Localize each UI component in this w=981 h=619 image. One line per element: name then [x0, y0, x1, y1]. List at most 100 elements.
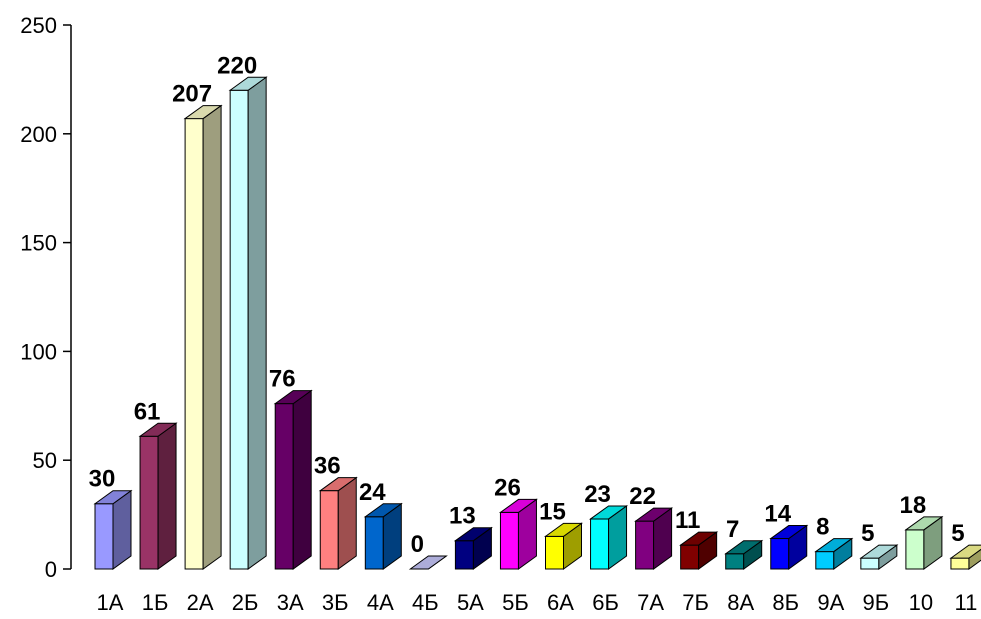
- data-label: 23: [584, 481, 611, 508]
- bar-3А: [273, 389, 313, 570]
- x-tick-label: 4Б: [412, 590, 439, 614]
- bar-11: [949, 544, 981, 570]
- bar-top: [93, 490, 133, 505]
- data-label: 0: [411, 531, 424, 558]
- data-label: 7: [726, 516, 739, 543]
- bar-front: [590, 518, 610, 570]
- x-tick-label: 5А: [457, 590, 484, 614]
- x-tick-label: 3А: [277, 590, 304, 614]
- bar-2А: [183, 104, 223, 570]
- bar-2Б: [228, 76, 268, 570]
- bar-side: [247, 76, 267, 570]
- bar-4А: [363, 502, 403, 570]
- bar-top: [543, 522, 584, 537]
- bar-1Б: [138, 422, 178, 570]
- data-label: 61: [134, 398, 161, 425]
- bar-10: [904, 515, 944, 570]
- x-tick-label: 3Б: [322, 590, 349, 614]
- bar-6Б: [589, 504, 629, 570]
- y-tick-label: 200: [20, 122, 57, 147]
- bar-front: [635, 520, 655, 570]
- data-label: 24: [359, 479, 386, 506]
- bar-top: [949, 544, 981, 559]
- bar-front: [454, 540, 474, 570]
- bar-9А: [814, 537, 854, 570]
- x-tick-label: 9Б: [863, 590, 890, 614]
- data-label: 26: [494, 474, 521, 501]
- bar-front: [770, 538, 790, 570]
- data-label: 5: [951, 520, 964, 547]
- y-tick-label: 50: [33, 448, 57, 473]
- x-tick-label: 9А: [817, 590, 844, 614]
- bar-front: [184, 118, 204, 570]
- x-tick-label: 10: [909, 590, 933, 614]
- bar-9Б: [859, 544, 899, 570]
- bar-8Б: [769, 524, 809, 570]
- bar-top: [634, 507, 674, 522]
- x-tick-label: 4А: [367, 590, 394, 614]
- bars: [93, 76, 981, 570]
- data-label: 36: [314, 453, 341, 480]
- bar-5Б: [498, 498, 538, 570]
- bar-top: [138, 422, 178, 437]
- bar-top: [183, 105, 223, 120]
- bar-top: [589, 505, 629, 520]
- bar-top: [453, 527, 493, 542]
- bar-top: [228, 76, 268, 91]
- bar-top: [814, 538, 854, 553]
- bar-front: [364, 516, 384, 570]
- bar-front: [94, 503, 114, 570]
- bar-front: [680, 544, 700, 570]
- x-tick-label: 6Б: [592, 590, 619, 614]
- x-tick-label: 8А: [727, 590, 754, 614]
- bar-top: [724, 540, 764, 555]
- bar-side: [157, 422, 177, 570]
- data-label: 11: [675, 507, 700, 534]
- bar-7А: [634, 507, 674, 570]
- data-label: 18: [900, 492, 927, 519]
- bar-1А: [93, 489, 133, 570]
- bar-side: [337, 476, 357, 570]
- data-label: 15: [539, 498, 566, 525]
- bar-top: [408, 555, 448, 570]
- data-label: 13: [449, 503, 476, 530]
- bar-front: [274, 403, 294, 570]
- bar-6А: [543, 522, 584, 570]
- bar-8А: [724, 539, 764, 570]
- bar-front: [139, 435, 159, 570]
- x-tick-label: 6А: [547, 590, 574, 614]
- data-label: 76: [269, 366, 296, 393]
- bar-front: [905, 529, 925, 570]
- bar-front: [950, 557, 970, 570]
- bar-top: [498, 498, 538, 513]
- data-label: 30: [89, 466, 116, 493]
- bar-front: [860, 557, 880, 570]
- x-tick-label: 7Б: [682, 590, 709, 614]
- data-label: 8: [816, 514, 829, 541]
- bar-side: [292, 389, 312, 570]
- bar-top: [859, 544, 899, 559]
- data-label: 220: [217, 52, 257, 79]
- data-label: 207: [172, 81, 212, 108]
- x-tick-label: 1Б: [142, 590, 169, 614]
- bar-front: [725, 553, 745, 570]
- bar-5А: [453, 526, 493, 570]
- bar-front: [545, 535, 564, 570]
- bar-top: [679, 531, 719, 546]
- bar-top: [363, 503, 403, 518]
- bar-side: [202, 104, 222, 570]
- x-tick-label: 11: [955, 590, 978, 614]
- y-tick-label: 100: [20, 339, 57, 364]
- bar-4Б: [408, 555, 448, 570]
- data-label: 14: [764, 501, 791, 528]
- y-tick-label: 150: [20, 231, 57, 256]
- y-tick-label: 250: [20, 13, 57, 38]
- x-tick-label: 2А: [187, 590, 214, 614]
- bar-front: [499, 511, 519, 570]
- data-label: 5: [861, 520, 874, 547]
- x-tick-label: 5Б: [502, 590, 529, 614]
- data-label: 22: [629, 483, 656, 510]
